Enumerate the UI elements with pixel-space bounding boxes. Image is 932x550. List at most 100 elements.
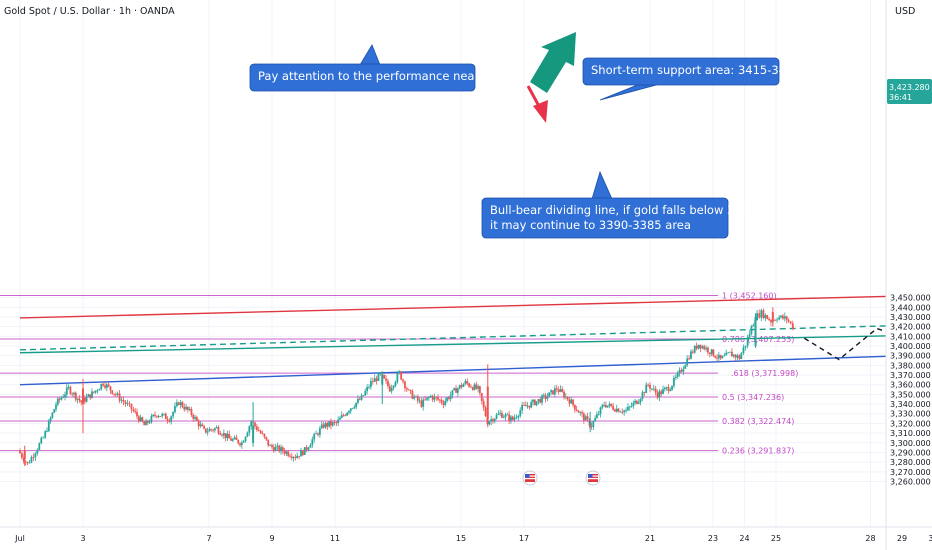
candle-body <box>152 414 155 416</box>
candle-body <box>405 388 408 390</box>
candle-body <box>568 399 571 404</box>
candle-body <box>368 386 370 388</box>
event-icon-canton <box>588 474 593 478</box>
us-flag-event-icon[interactable] <box>522 470 538 486</box>
candle-body <box>111 390 114 394</box>
callout-bottom-box <box>481 197 729 239</box>
candle-body <box>650 388 653 390</box>
candle-body <box>55 404 57 410</box>
price-axis[interactable]: 3,260.0003,270.0003,280.0003,290.0003,30… <box>890 294 931 487</box>
candle-body <box>78 398 81 401</box>
fib-level-label: .618 (3,371.998) <box>731 369 798 378</box>
candle-body <box>271 445 273 448</box>
candle-body <box>233 437 236 440</box>
y-tick-label: 3,300.000 <box>890 439 931 448</box>
candle-body <box>320 424 323 429</box>
candles <box>19 307 794 467</box>
candle-body <box>96 390 99 392</box>
candle-body <box>418 400 421 402</box>
candle-body <box>572 399 574 405</box>
candle-body <box>335 422 338 424</box>
candle-body <box>215 427 218 429</box>
candle-body <box>137 416 140 422</box>
us-flag-event-icon[interactable] <box>585 470 601 486</box>
callout-bottom-text: Bull-bear dividing line, if gold falls b… <box>490 203 760 217</box>
callout-top-text: Pay attention to the performance near 34… <box>258 69 512 83</box>
candle-body <box>278 445 281 452</box>
candle-body <box>154 414 156 416</box>
candle-body <box>358 398 361 400</box>
candle-body <box>87 394 90 397</box>
y-tick-label: 3,390.000 <box>890 352 931 361</box>
candle-body <box>383 374 386 379</box>
time-axis[interactable]: Jul3791115172123242528293031Aug4567 <box>14 534 932 543</box>
candle-body <box>426 397 428 400</box>
candle-body <box>734 354 737 358</box>
candle-body <box>464 380 467 385</box>
candle-body <box>615 408 618 412</box>
candle-body <box>148 422 151 423</box>
candle-body <box>524 405 527 407</box>
x-tick-label: 23 <box>708 534 718 543</box>
candle-body <box>714 356 717 358</box>
candle-body <box>38 443 41 450</box>
candle-body <box>204 428 207 433</box>
candle-countdown: 36:41 <box>889 93 912 102</box>
candle-body <box>535 401 538 406</box>
candle-body <box>324 423 327 428</box>
candle-body <box>490 419 493 422</box>
candle-body <box>729 351 731 353</box>
candle-body <box>339 418 341 420</box>
y-tick-label: 3,280.000 <box>890 458 931 467</box>
candle-body <box>614 409 616 412</box>
candle-body <box>477 386 479 389</box>
candle-body <box>584 416 587 421</box>
candle-body <box>411 390 414 399</box>
candle-body <box>143 421 146 426</box>
candle-body <box>621 411 624 413</box>
candle-body <box>98 389 101 391</box>
last-price-tag-bg <box>887 79 932 104</box>
candle-body <box>686 358 689 366</box>
candle-body <box>742 347 745 354</box>
projection-line <box>803 327 890 361</box>
candle-body <box>210 429 213 430</box>
candle-body <box>396 373 399 382</box>
economic-events[interactable] <box>522 470 601 486</box>
candle-body <box>654 388 657 393</box>
candle-body <box>159 416 162 417</box>
candle-body <box>470 386 472 388</box>
trendline-teal <box>19 334 932 354</box>
candle-body <box>201 424 204 427</box>
candle-body <box>313 433 316 440</box>
candle-body <box>177 402 180 405</box>
candle-body <box>573 404 576 410</box>
candle-body <box>194 417 196 419</box>
candle-body <box>387 380 389 387</box>
candle-body <box>134 410 137 412</box>
callout-top[interactable]: Pay attention to the performance near 34… <box>249 44 512 92</box>
candle-body <box>371 381 374 382</box>
candle-body <box>150 415 153 423</box>
candle-body <box>254 422 256 427</box>
candle-body <box>519 410 522 416</box>
callout-right[interactable]: Short-term support area: 3415-3405 <box>582 57 801 101</box>
candle-body <box>370 381 372 387</box>
x-tick-label: 15 <box>456 534 466 543</box>
candle-body <box>219 433 222 435</box>
y-tick-label: 3,330.000 <box>890 410 931 419</box>
candle-body <box>289 455 291 457</box>
candle-body <box>226 434 229 439</box>
candle-body <box>482 401 485 408</box>
candle-body <box>64 394 66 397</box>
candle-body <box>195 417 198 421</box>
candle-body <box>364 391 367 396</box>
candle-body <box>663 387 666 390</box>
callout-bottom[interactable]: Bull-bear dividing line, if gold falls b… <box>481 170 760 239</box>
candle-body <box>228 434 231 439</box>
candle-body <box>394 381 397 386</box>
x-tick-label: 11 <box>330 534 340 543</box>
candle-body <box>771 312 774 321</box>
candle-body <box>453 388 456 391</box>
